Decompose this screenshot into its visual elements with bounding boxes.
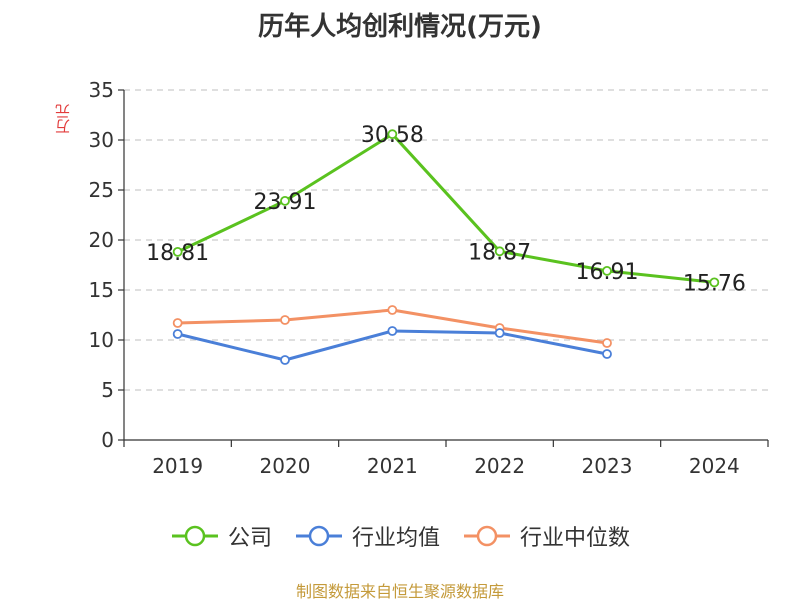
y-tick-label: 5 [101,378,114,402]
data-point [709,277,720,288]
x-tick-label: 2021 [367,454,418,478]
x-tick-label: 2024 [689,454,740,478]
data-point [387,326,398,336]
data-point [602,349,612,359]
legend-label: 公司 [227,526,272,551]
data-source: 制图数据来自恒生聚源数据库 [295,582,504,601]
data-point [387,305,398,315]
x-tick-label: 2022 [474,454,525,478]
data-point [172,318,183,328]
data-point [602,265,612,276]
legend-label: 行业均值 [351,526,440,551]
y-tick-label: 35 [89,78,114,102]
data-point [280,195,290,206]
legend: 公司 行业均值 行业中位数 [0,520,800,552]
data-label: 15.76 [683,271,746,296]
x-tick-label: 2019 [152,454,203,478]
data-point [494,246,505,257]
data-point [172,246,183,257]
y-tick-label: 10 [89,328,114,352]
data-point [280,355,290,365]
legend-item[interactable]: 行业中位数 [462,520,630,552]
legend-line-circle-icon [464,525,510,547]
data-label: 18.81 [146,241,209,266]
series-line-0 [177,132,715,284]
chart-title: 历年人均创利情况(万元) [258,12,542,42]
legend-item[interactable]: 公司 [170,520,272,552]
data-point [172,329,183,339]
data-point [280,315,290,325]
y-tick-label: 25 [89,178,114,202]
y-tick-label: 30 [89,128,114,152]
y-tick-label: 0 [101,428,114,452]
x-tick-label: 2020 [260,454,311,478]
data-label: 16.91 [576,260,639,285]
x-tick-label: 2023 [582,454,633,478]
data-point [494,328,505,338]
data-label: 23.91 [254,190,317,215]
data-label: 18.87 [468,240,531,265]
legend-line-circle-icon [295,525,342,547]
legend-label: 行业中位数 [520,526,631,551]
data-label: 30.58 [361,123,424,148]
data-point [387,129,398,140]
data-point [602,338,612,348]
y-tick-label: 20 [89,228,114,252]
legend-line-circle-icon [171,525,218,547]
y-tick-label: 15 [89,278,114,302]
legend-item[interactable]: 行业均值 [294,520,440,552]
